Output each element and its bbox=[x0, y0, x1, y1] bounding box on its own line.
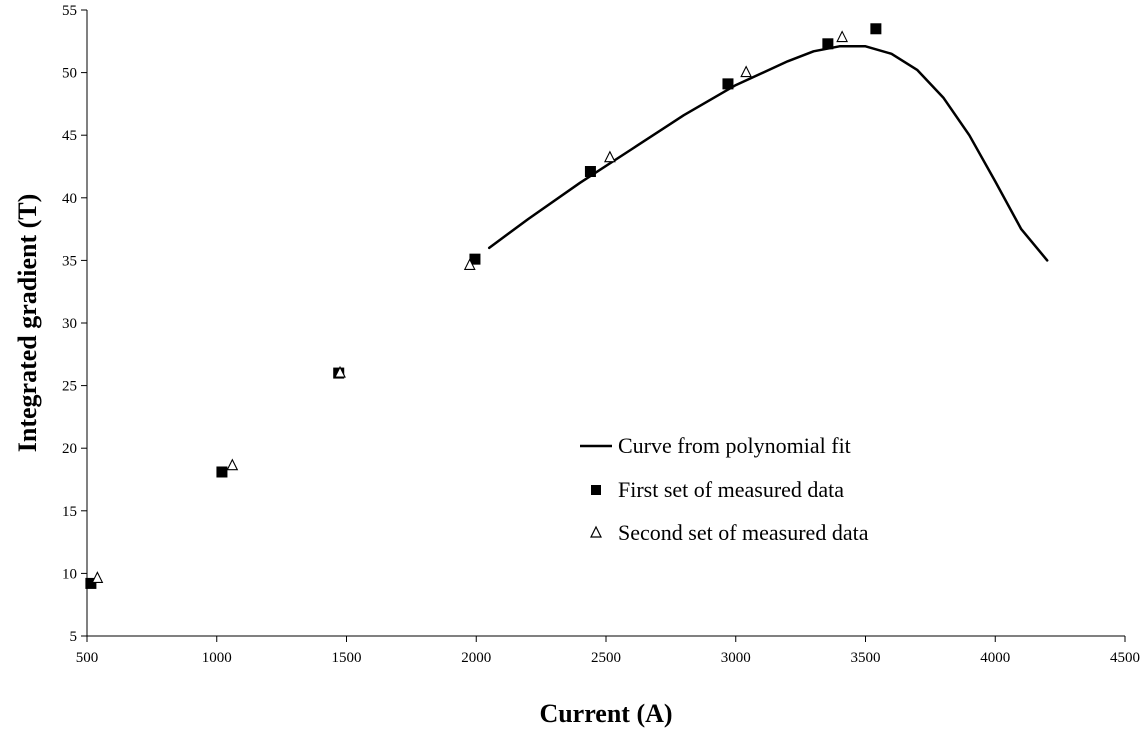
first-set-point bbox=[584, 166, 596, 178]
second-set-point bbox=[334, 365, 346, 378]
legend-label-second-set: Second set of measured data bbox=[618, 520, 869, 545]
first-set-point bbox=[469, 253, 481, 265]
legend-item-first-set: First set of measured data bbox=[591, 477, 844, 502]
y-axis-title: Integrated gradient (T) bbox=[13, 194, 42, 453]
legend-item-fit: Curve from polynomial fit bbox=[580, 433, 851, 458]
second-set-point bbox=[226, 458, 239, 471]
legend-item-second-set: Second set of measured data bbox=[590, 520, 869, 545]
x-tick-label: 1000 bbox=[202, 650, 232, 666]
first-set-point bbox=[722, 78, 734, 90]
x-tick-label: 2500 bbox=[591, 650, 621, 666]
y-tick-label: 40 bbox=[62, 191, 77, 207]
second-set-point bbox=[91, 571, 104, 583]
y-tick-label: 25 bbox=[62, 379, 77, 395]
series-layer bbox=[85, 23, 1049, 589]
x-axis-title: Current (A) bbox=[539, 699, 672, 728]
second-set-point bbox=[740, 65, 753, 78]
y-tick-label: 30 bbox=[62, 316, 77, 332]
x-tick-label: 500 bbox=[76, 650, 99, 666]
x-tick-label: 4000 bbox=[980, 650, 1010, 666]
first-set-point bbox=[216, 466, 228, 478]
y-tick-label: 5 bbox=[70, 629, 78, 645]
legend-label-fit: Curve from polynomial fit bbox=[618, 433, 851, 458]
first-set-point bbox=[85, 577, 97, 589]
y-tick-label: 35 bbox=[62, 253, 77, 269]
y-tick-label: 15 bbox=[62, 504, 77, 520]
second-set-point bbox=[836, 30, 849, 43]
y-tick-label: 10 bbox=[62, 566, 77, 582]
y-ticks: 5 10 15 20 25 30 35 40 45 50 55 bbox=[62, 3, 87, 645]
y-tick-label: 20 bbox=[62, 441, 77, 457]
y-tick-label: 45 bbox=[62, 128, 77, 144]
y-tick-label: 50 bbox=[62, 66, 77, 82]
x-tick-label: 3000 bbox=[721, 650, 751, 666]
x-ticks: 500 1000 1500 2000 2500 3000 3500 4000 4500 bbox=[76, 636, 1140, 666]
legend-triangle-marker bbox=[590, 525, 602, 538]
x-tick-label: 2000 bbox=[461, 650, 491, 666]
second-set-point bbox=[463, 258, 476, 270]
x-tick-label: 3500 bbox=[851, 650, 881, 666]
x-tick-label: 1500 bbox=[332, 650, 362, 666]
x-tick-label: 4500 bbox=[1110, 650, 1140, 666]
legend: Curve from polynomial fit First set of m… bbox=[580, 433, 869, 545]
y-tick-label: 55 bbox=[62, 3, 77, 19]
first-set-point bbox=[822, 38, 834, 50]
fit-curve-line bbox=[487, 45, 1049, 262]
legend-square-marker bbox=[591, 485, 601, 495]
first-set-point bbox=[870, 23, 882, 35]
second-set-point bbox=[604, 150, 616, 163]
legend-label-first-set: First set of measured data bbox=[618, 477, 844, 502]
plot-area: 500 1000 1500 2000 2500 3000 3500 4000 4500 5 10 1… bbox=[62, 3, 1140, 666]
